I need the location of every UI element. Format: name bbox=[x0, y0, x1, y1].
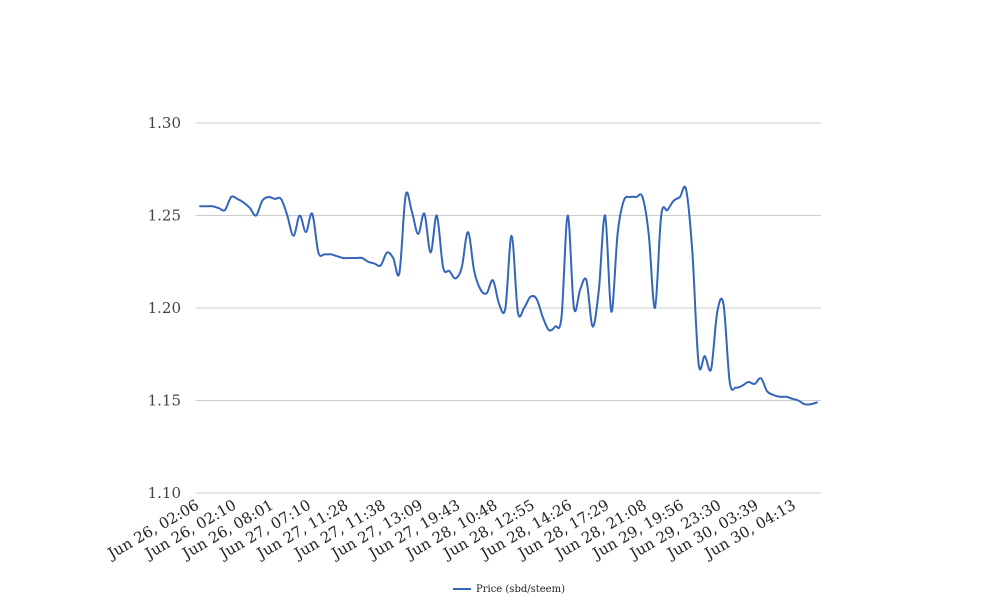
gridlines bbox=[196, 122, 821, 494]
y-tick-label: 1.20 bbox=[148, 299, 181, 317]
legend-label: Price (sbd/steem) bbox=[476, 584, 565, 595]
y-tick-label: 1.25 bbox=[148, 207, 181, 225]
y-tick-label: 1.10 bbox=[148, 484, 181, 502]
series-line bbox=[199, 185, 818, 406]
y-tick-label: 1.15 bbox=[148, 392, 181, 410]
series-layer bbox=[199, 185, 818, 406]
y-tick-label: 1.30 bbox=[148, 114, 181, 132]
legend: Price (sbd/steem) bbox=[453, 584, 565, 595]
y-axis-ticks: 1.10 1.15 1.20 1.25 1.30 bbox=[148, 114, 181, 502]
